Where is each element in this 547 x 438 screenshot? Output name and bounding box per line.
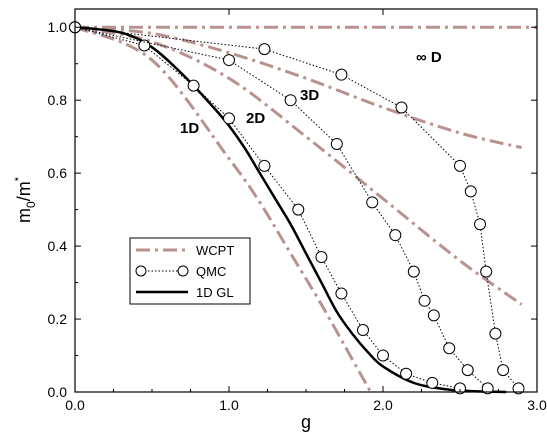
data-point-qmc-3d <box>395 101 408 114</box>
data-point-qmc-3d <box>512 382 525 395</box>
data-point-qmc-1d <box>315 251 328 264</box>
data-point-qmc-2d <box>443 342 456 355</box>
data-point-qmc-2d <box>389 229 402 242</box>
data-point-qmc-1d <box>454 382 466 395</box>
data-point-qmc-1d <box>187 79 200 92</box>
data-point-qmc-2d <box>330 137 343 150</box>
data-point-qmc-1d <box>400 367 413 380</box>
y-tick-label: 0.4 <box>48 238 68 254</box>
x-axis-title: g <box>301 412 311 432</box>
x-tick-label: 2.0 <box>373 397 393 413</box>
data-point-qmc-2d <box>223 54 235 67</box>
data-point-qmc-3d <box>335 68 348 81</box>
series-line-1d-gl <box>74 25 507 394</box>
y-tick-label: 0.6 <box>48 165 68 181</box>
data-point-qmc-3d <box>497 364 510 377</box>
legend-marker-qmc-left <box>135 265 147 277</box>
data-point-qmc-3d <box>474 218 487 231</box>
x-tick-label: 0.0 <box>65 397 85 413</box>
data-point-qmc-1d <box>356 323 369 336</box>
data-point-qmc-3d <box>489 327 502 340</box>
y-tick-label: 0.2 <box>48 311 68 327</box>
legend-marker-qmc-right <box>177 265 189 277</box>
data-point-qmc-1d <box>292 203 305 216</box>
series-line-wcpt-1d <box>74 25 372 393</box>
data-point-qmc-3d <box>258 43 271 56</box>
data-point-qmc-3d <box>480 265 493 278</box>
data-point-qmc-3d <box>454 159 466 172</box>
data-point-qmc-3d <box>464 185 477 198</box>
data-point-qmc-1d <box>223 112 235 125</box>
legend: WCPT QMC 1D GL <box>129 237 251 305</box>
data-point-qmc-1d <box>335 287 348 300</box>
legend-label-wcpt: WCPT <box>196 243 234 258</box>
y-tick-label: 0.8 <box>48 92 68 108</box>
y-tick-label: 1.0 <box>48 19 68 35</box>
x-tick-label: 3.0 <box>527 397 547 413</box>
curve-label-2d: 2D <box>246 110 265 127</box>
data-point-qmc-2d <box>461 364 474 377</box>
data-point-qmc-2d <box>407 265 420 278</box>
data-point-qmc-1d <box>426 376 439 389</box>
data-point-qmc-1d <box>377 349 389 362</box>
series-line-qmc-1d <box>74 26 461 389</box>
curve-label-1d: 1D <box>180 120 199 137</box>
data-point-qmc-2d <box>418 294 431 307</box>
y-tick-label: 0.0 <box>48 384 68 400</box>
data-point-qmc-2d <box>427 309 440 322</box>
x-tick-label: 1.0 <box>219 397 239 413</box>
curve-label-3d: 3D <box>300 87 319 104</box>
data-point-qmc-2d <box>481 382 494 395</box>
plot-frame <box>74 8 538 393</box>
data-point-qmc-1d <box>258 159 271 172</box>
data-point-qmc-2d <box>366 196 379 209</box>
curve-label-inf-d: ∞ D <box>416 49 442 66</box>
y-axis-title: m0/m* <box>13 176 38 223</box>
ticks-layer: 0.0 1.0 2.0 3.0 0.0 0.2 0.4 0.6 0.8 1.0 <box>48 9 547 413</box>
series-line-wcpt-3d <box>74 25 522 150</box>
data-point-qmc-2d <box>284 94 297 107</box>
legend-label-1d-gl: 1D GL <box>196 285 234 300</box>
legend-label-qmc: QMC <box>196 264 226 279</box>
series-layer <box>69 21 537 395</box>
